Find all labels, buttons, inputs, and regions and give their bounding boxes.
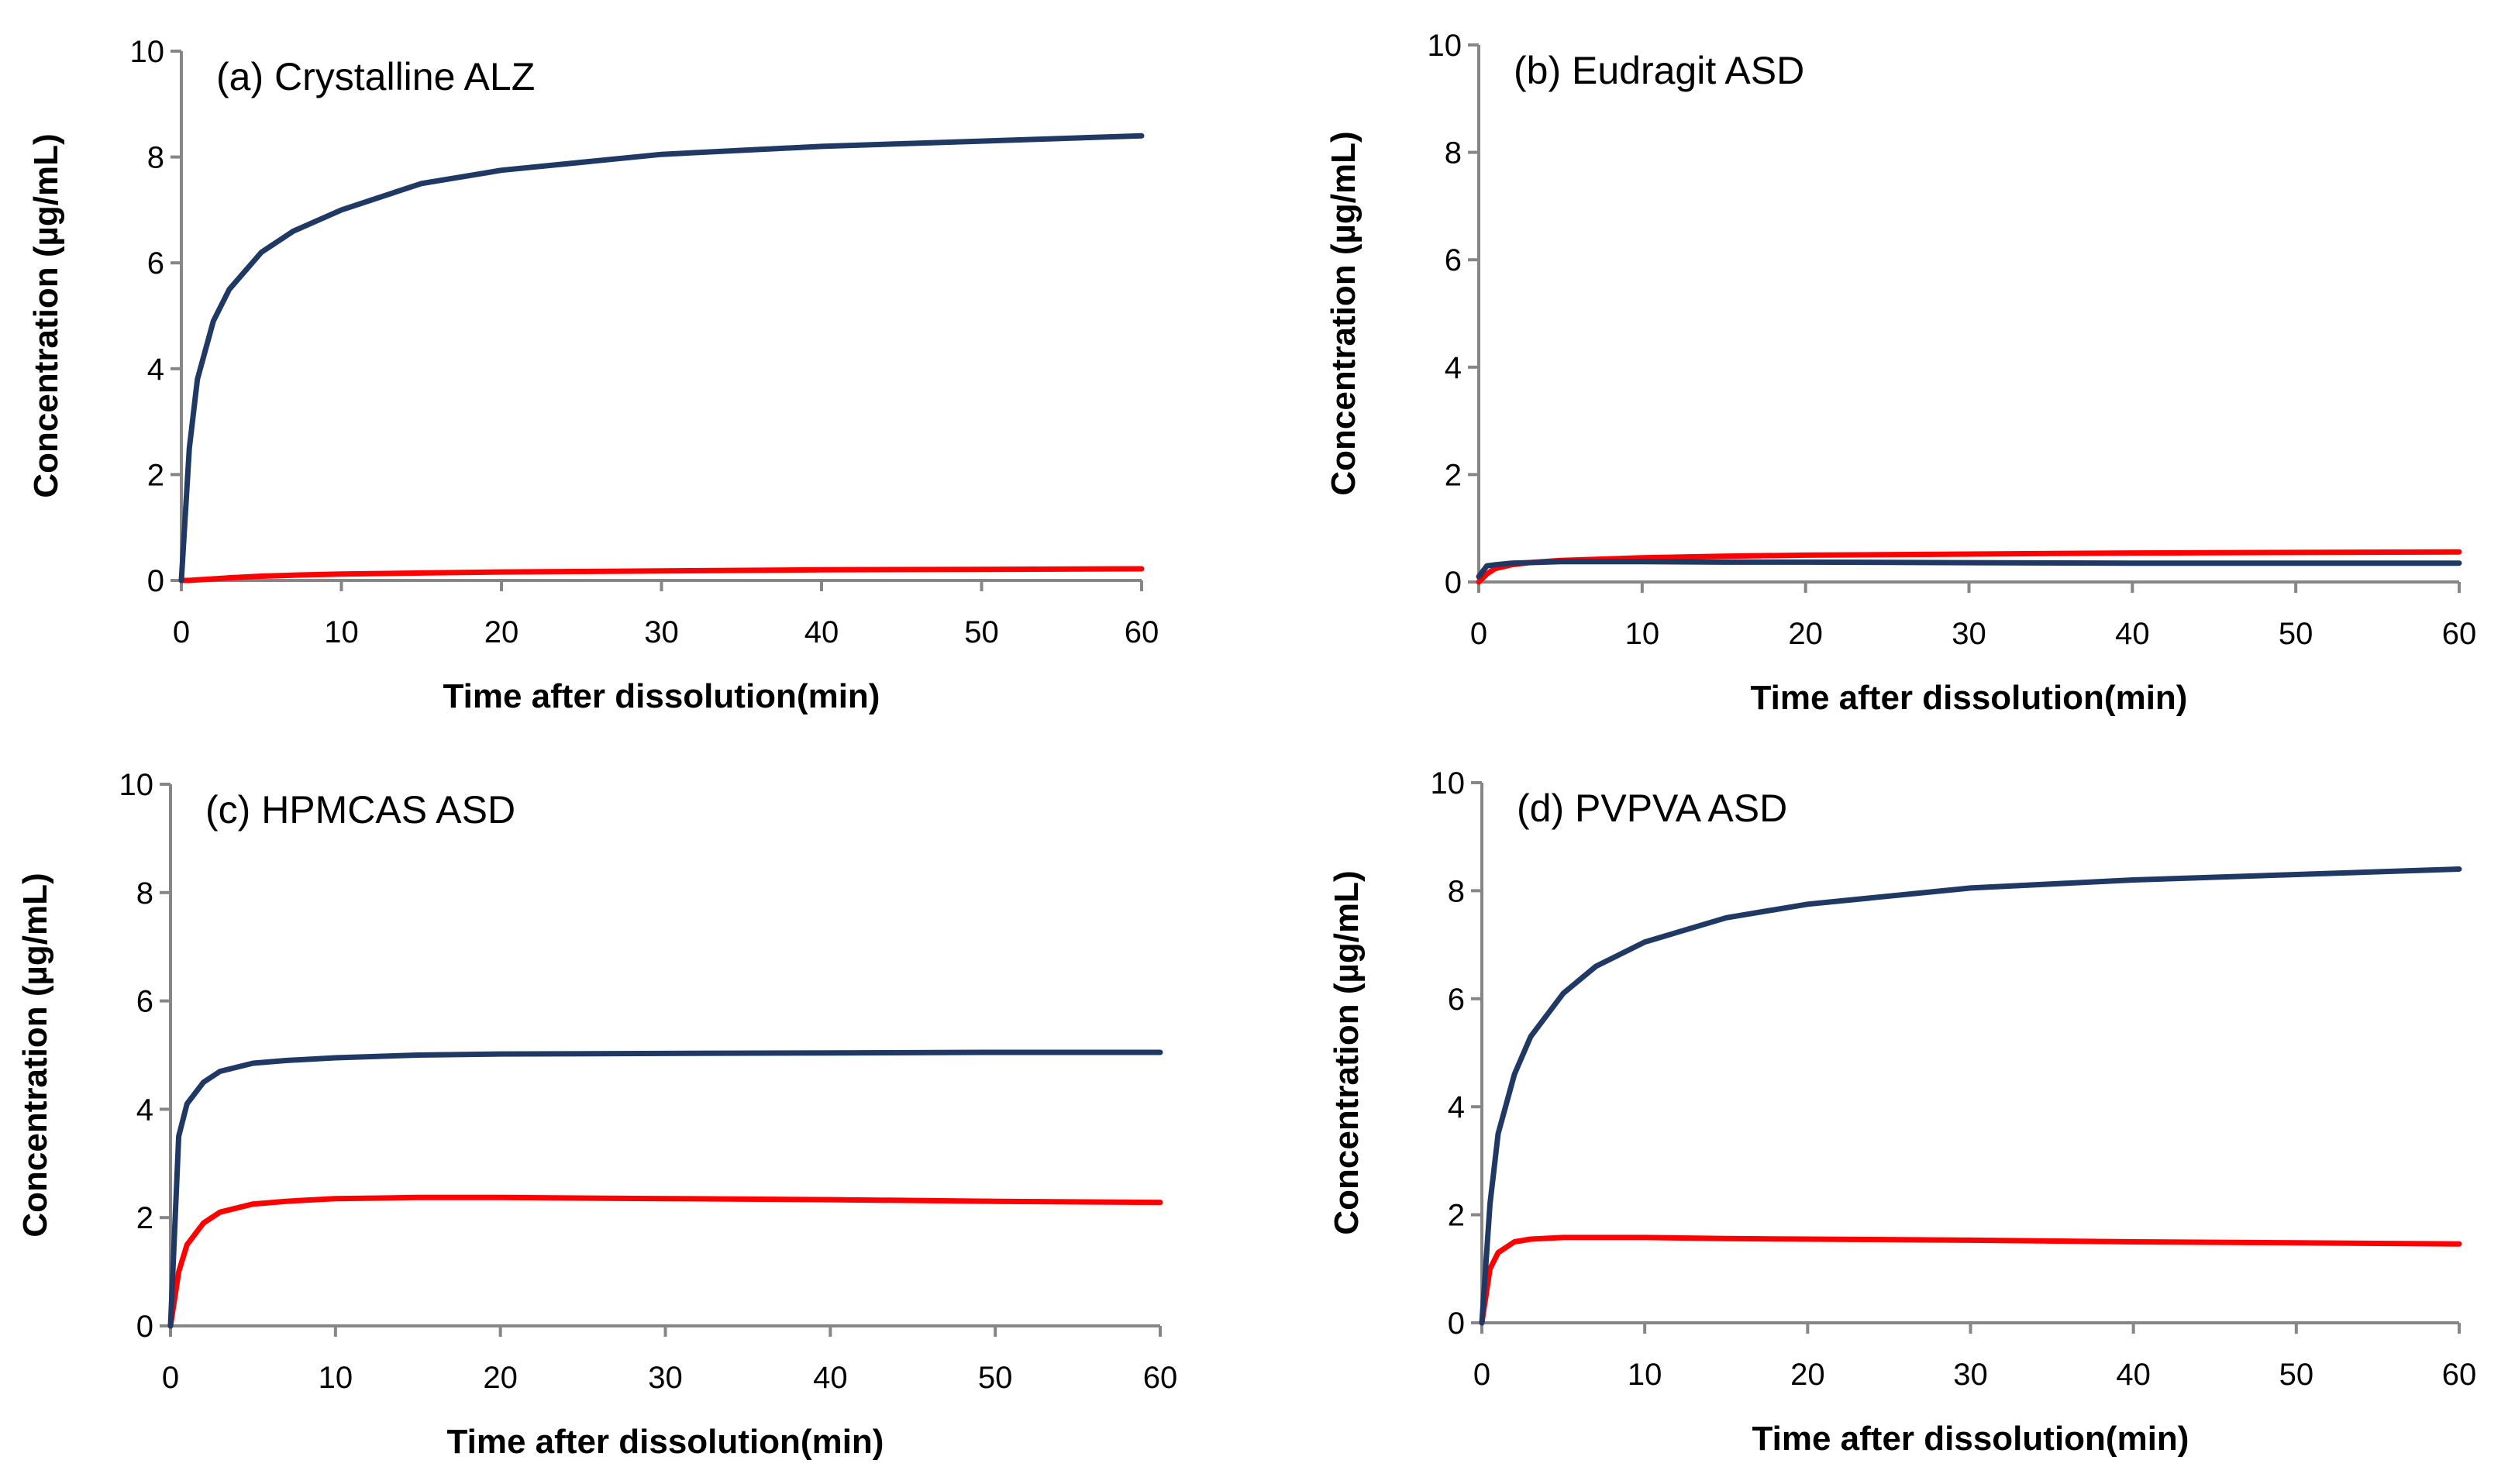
y-axis-title: Concentration (µg/mL) <box>27 133 65 498</box>
x-tick-label: 0 <box>162 1361 179 1395</box>
x-axis-title: Time after dissolution(min) <box>443 677 880 715</box>
x-axis-title: Time after dissolution(min) <box>1752 1420 2189 1458</box>
series-line-series2 <box>178 566 1145 584</box>
y-tick-label: 6 <box>147 246 164 281</box>
x-tick-label: 10 <box>1625 617 1660 651</box>
y-tick-label: 10 <box>1428 29 1462 63</box>
x-tick-label: 30 <box>648 1361 683 1395</box>
y-tick-label: 2 <box>1445 458 1462 492</box>
x-tick-label: 30 <box>1952 617 1986 651</box>
x-tick-label: 0 <box>1473 1358 1490 1392</box>
x-tick-label: 20 <box>1788 617 1823 651</box>
x-axis-title: Time after dissolution(min) <box>1751 679 2188 717</box>
y-tick-label: 4 <box>147 353 164 387</box>
x-tick-label: 50 <box>2279 617 2313 651</box>
x-tick-label: 20 <box>1790 1358 1825 1392</box>
x-tick-label: 10 <box>324 615 359 649</box>
y-tick-label: 0 <box>1445 566 1462 600</box>
y-tick-label: 8 <box>136 876 153 911</box>
y-tick-label: 10 <box>130 35 165 69</box>
series-line-series1 <box>1476 559 2462 580</box>
y-tick-label: 0 <box>136 1310 153 1344</box>
x-tick-label: 60 <box>2442 617 2477 651</box>
chart-panel-d: 0 2 4 6 8 10 0 10 20 30 40 50 60 Time after dissoluti… <box>1328 766 2476 1458</box>
y-axis-title: Concentration (µg/mL) <box>16 873 54 1237</box>
panel-title: (b) Eudragit ASD <box>1514 49 1804 92</box>
x-tick-label: 50 <box>2279 1358 2314 1392</box>
chart-panel-c: 0 2 4 6 8 10 0 10 20 30 40 50 60 Time after dissoluti… <box>16 768 1177 1461</box>
x-tick-label: 60 <box>1143 1361 1178 1395</box>
y-axis-title: Concentration (µg/mL) <box>1328 870 1366 1234</box>
series-line-series2 <box>1479 1234 2462 1326</box>
panel-title: (c) HPMCAS ASD <box>205 788 515 832</box>
x-tick-label: 0 <box>1470 617 1487 651</box>
x-tick-label: 30 <box>1953 1358 1988 1392</box>
x-tick-label: 0 <box>173 615 190 649</box>
panel-title: (d) PVPVA ASD <box>1517 787 1787 830</box>
y-axis-title: Concentration (µg/mL) <box>1325 131 1363 495</box>
series-line-series1 <box>1479 866 2462 1326</box>
series-line-series2 <box>1476 549 2462 585</box>
x-tick-label: 60 <box>2442 1358 2477 1392</box>
series-line-series2 <box>167 1194 1163 1329</box>
y-tick-label: 4 <box>136 1093 153 1127</box>
x-tick-label: 60 <box>1125 615 1159 649</box>
x-tick-label: 40 <box>2116 1358 2151 1392</box>
y-tick-label: 2 <box>147 458 164 492</box>
chart-panel-b: 0 2 4 6 8 10 0 10 20 30 40 50 60 Time after dissoluti… <box>1325 29 2476 717</box>
x-tick-label: 50 <box>964 615 999 649</box>
y-tick-label: 6 <box>136 985 153 1019</box>
x-tick-label: 40 <box>813 1361 848 1395</box>
y-tick-label: 8 <box>1448 874 1465 908</box>
y-tick-label: 0 <box>147 564 164 598</box>
y-tick-label: 8 <box>147 141 164 175</box>
y-tick-label: 0 <box>1448 1307 1465 1341</box>
y-tick-label: 6 <box>1448 983 1465 1017</box>
series-line-series1 <box>167 1049 1163 1329</box>
x-tick-label: 10 <box>1628 1358 1662 1392</box>
y-tick-label: 2 <box>136 1201 153 1235</box>
y-tick-label: 10 <box>1431 766 1466 801</box>
y-tick-label: 2 <box>1448 1199 1465 1233</box>
y-tick-label: 8 <box>1445 136 1462 170</box>
x-tick-label: 20 <box>483 1361 518 1395</box>
series-line-series1 <box>178 133 1145 584</box>
y-tick-label: 10 <box>119 768 154 802</box>
x-tick-label: 50 <box>978 1361 1013 1395</box>
chart-panel-a: 0 2 4 6 8 10 0 10 20 30 40 50 60 Time after dissoluti… <box>27 35 1159 715</box>
y-tick-label: 6 <box>1445 243 1462 277</box>
x-axis-title: Time after dissolution(min) <box>447 1423 884 1461</box>
y-tick-label: 4 <box>1445 351 1462 385</box>
x-tick-label: 40 <box>2115 617 2150 651</box>
x-tick-label: 10 <box>319 1361 353 1395</box>
panel-title: (a) Crystalline ALZ <box>216 55 535 98</box>
x-tick-label: 20 <box>484 615 519 649</box>
y-tick-label: 4 <box>1448 1090 1465 1124</box>
x-tick-label: 30 <box>644 615 679 649</box>
x-tick-label: 40 <box>804 615 839 649</box>
